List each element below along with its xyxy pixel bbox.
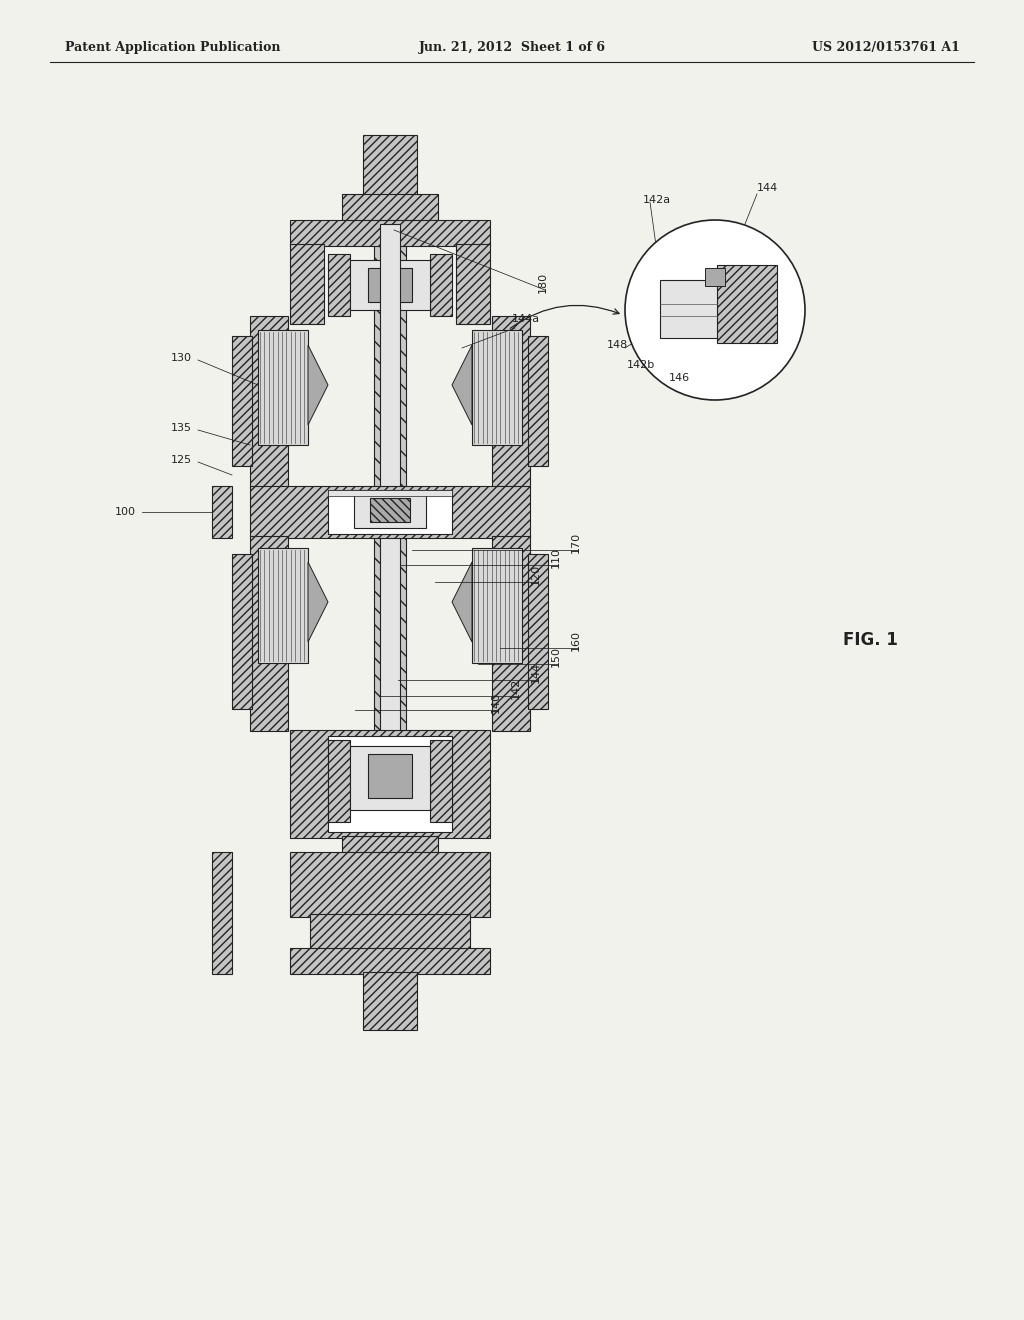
- Bar: [354, 494, 426, 528]
- Text: 125: 125: [171, 455, 193, 465]
- Bar: [258, 330, 308, 445]
- Text: 100: 100: [115, 507, 136, 517]
- Bar: [705, 268, 725, 286]
- Text: 160: 160: [571, 630, 581, 651]
- Text: Jun. 21, 2012  Sheet 1 of 6: Jun. 21, 2012 Sheet 1 of 6: [419, 41, 605, 54]
- Text: 150: 150: [551, 645, 561, 667]
- Bar: [212, 851, 232, 974]
- Bar: [528, 554, 548, 709]
- Bar: [374, 222, 406, 812]
- Text: 142: 142: [511, 677, 521, 700]
- Bar: [232, 337, 252, 466]
- Bar: [342, 194, 438, 222]
- Bar: [250, 536, 288, 731]
- Bar: [430, 741, 452, 822]
- Bar: [310, 913, 470, 952]
- Bar: [492, 536, 530, 731]
- Circle shape: [625, 220, 805, 400]
- Text: 142a: 142a: [643, 195, 671, 205]
- Bar: [290, 730, 490, 838]
- Bar: [350, 746, 430, 810]
- Bar: [328, 737, 452, 832]
- Text: FIG. 1: FIG. 1: [843, 631, 897, 649]
- Text: 110: 110: [551, 546, 561, 568]
- Bar: [362, 135, 417, 197]
- Bar: [212, 486, 232, 539]
- Bar: [250, 315, 288, 488]
- Text: 170: 170: [571, 532, 581, 553]
- Bar: [350, 260, 430, 310]
- Text: 144a: 144a: [512, 314, 540, 323]
- Text: US 2012/0153761 A1: US 2012/0153761 A1: [812, 41, 961, 54]
- Bar: [290, 220, 490, 246]
- Bar: [328, 741, 350, 822]
- Bar: [328, 490, 452, 535]
- Text: Patent Application Publication: Patent Application Publication: [65, 41, 281, 54]
- Bar: [328, 490, 452, 496]
- Bar: [528, 337, 548, 466]
- Bar: [368, 268, 412, 302]
- Text: 120: 120: [531, 564, 541, 585]
- Text: 180: 180: [538, 272, 548, 293]
- Text: 144: 144: [531, 661, 541, 682]
- Bar: [328, 253, 350, 315]
- Bar: [472, 548, 522, 663]
- Bar: [456, 244, 490, 323]
- Bar: [250, 486, 530, 539]
- Text: 130: 130: [171, 352, 193, 363]
- Text: 146: 146: [669, 374, 690, 383]
- Bar: [290, 948, 490, 974]
- Bar: [430, 253, 452, 315]
- Bar: [290, 244, 324, 323]
- Bar: [232, 554, 252, 709]
- Text: 142b: 142b: [627, 360, 655, 370]
- Bar: [472, 330, 522, 445]
- Bar: [342, 836, 438, 854]
- Polygon shape: [452, 345, 472, 425]
- Bar: [258, 548, 308, 663]
- Bar: [492, 315, 530, 488]
- Polygon shape: [308, 562, 328, 642]
- Text: 140: 140: [490, 692, 501, 713]
- Bar: [717, 265, 777, 343]
- Text: 144: 144: [757, 183, 778, 193]
- Polygon shape: [308, 345, 328, 425]
- Bar: [370, 498, 410, 521]
- Bar: [660, 280, 717, 338]
- Bar: [290, 851, 490, 917]
- Bar: [380, 224, 400, 810]
- Bar: [362, 972, 417, 1030]
- Bar: [368, 754, 412, 799]
- Text: 135: 135: [171, 422, 193, 433]
- Text: 148: 148: [607, 341, 629, 350]
- Polygon shape: [452, 562, 472, 642]
